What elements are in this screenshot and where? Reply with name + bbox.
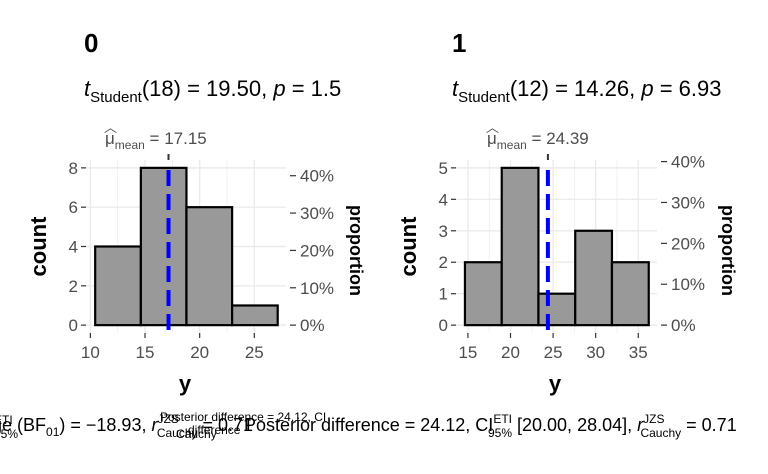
y2-tick-label: 0% [300, 316, 325, 335]
histogram-bar [463, 261, 503, 327]
x-tick-label: 30 [586, 343, 605, 362]
y-axis-title: count [396, 216, 421, 277]
x-axis-title: y [549, 371, 562, 396]
y2-tick-label: 40% [300, 167, 334, 186]
panel-title: 1 [452, 28, 466, 58]
y2-tick-label: 10% [300, 279, 334, 298]
svg-text:tStudent(18) = 19.50, p = 1.5: tStudent(18) = 19.50, p = 1.5 [84, 76, 341, 106]
histogram-bar [139, 166, 188, 327]
svg-text:95%: 95% [0, 427, 18, 441]
panel-title: 0 [84, 28, 98, 58]
y-tick-label: 3 [439, 222, 448, 241]
y2-tick-label: 40% [671, 153, 705, 172]
y2-tick-label: 30% [671, 193, 705, 212]
histogram-bar [94, 245, 142, 327]
svg-text:︿: ︿ [104, 120, 117, 135]
x-tick-label: 20 [190, 343, 209, 362]
x-tick-label: 15 [458, 343, 477, 362]
svg-text:μmean = 24.39: μmean = 24.39 [487, 129, 589, 152]
y-tick-label: 5 [439, 159, 448, 178]
histogram-bar [500, 166, 540, 327]
x-axis-title: y [179, 371, 192, 396]
panel-subtitle: tStudent(12) = 14.26, p = 6.93 [452, 76, 721, 106]
histogram-plot: 0 1 2 3 4 5 0% 10% 20% 30% 40% 15 20 25 30 35 y count prop… [396, 153, 738, 396]
x-tick-label: 35 [629, 343, 648, 362]
y2-tick-label: 0% [671, 316, 696, 335]
mean-label: μmean = 24.39 ︿ [486, 120, 589, 152]
y-axis-title: count [26, 216, 51, 277]
svg-text:tStudent(12) = 14.26, p = 6.93: tStudent(12) = 14.26, p = 6.93 [452, 76, 721, 106]
y2-tick-label: 10% [671, 275, 705, 294]
histogram-bar [610, 261, 650, 327]
x-tick-label: 15 [136, 343, 155, 362]
histogram-bar [231, 304, 279, 327]
svg-text:Cauchy: Cauchy [176, 427, 217, 441]
panel-subtitle: tStudent(18) = 19.50, p = 1.5 [84, 76, 341, 106]
histogram-plot: 0 2 4 6 8 0% 10% 20% 30% 40% 10 15 20 25 y count proport… [26, 154, 366, 396]
y2-tick-label: 20% [300, 241, 334, 260]
x-tick-label: 25 [544, 343, 563, 362]
svg-text:μmean = 17.15: μmean = 17.15 [105, 129, 207, 152]
y-tick-label: 0 [439, 316, 448, 335]
y2-axis-title: proportion [718, 205, 738, 296]
y-tick-label: 4 [69, 238, 78, 257]
y2-axis-title: proportion [346, 205, 366, 296]
svg-text:Posterior difference = 24.12,: Posterior difference = 24.12, CIETI 95% [… [244, 412, 737, 440]
y-tick-label: 4 [439, 190, 448, 209]
y-tick-label: 1 [439, 285, 448, 304]
y2-tick-label: 20% [671, 234, 705, 253]
y-tick-label: 0 [69, 316, 78, 335]
svg-text:ETI: ETI [0, 413, 13, 427]
y-tick-label: 8 [69, 159, 78, 178]
histogram-bar [537, 292, 577, 327]
y-tick-label: 2 [439, 253, 448, 272]
x-tick-label: 10 [81, 343, 100, 362]
histogram-bar [185, 206, 234, 327]
x-tick-label: 20 [501, 343, 520, 362]
mean-label: μmean = 17.15 ︿ [104, 120, 207, 152]
svg-text:difference: difference [188, 423, 241, 437]
y-tick-label: 6 [69, 198, 78, 217]
y2-tick-label: 30% [300, 204, 334, 223]
svg-text:Posterior difference = 24.12,: Posterior difference = 24.12, CI [160, 410, 326, 424]
histogram-bar [574, 229, 614, 327]
y-tick-label: 2 [69, 277, 78, 296]
x-tick-label: 25 [245, 343, 264, 362]
svg-text:︿: ︿ [486, 120, 499, 135]
